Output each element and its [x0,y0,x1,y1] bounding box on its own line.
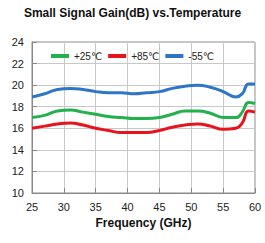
svg-text:18: 18 [12,101,24,113]
svg-text:45: 45 [153,201,165,213]
svg-text:10: 10 [12,187,24,199]
svg-text:+85℃: +85℃ [131,51,159,62]
svg-text:Frequency (GHz): Frequency (GHz) [95,216,191,230]
svg-text:+25℃: +25℃ [74,51,102,62]
svg-text:30: 30 [58,201,70,213]
svg-text:-55℃: -55℃ [188,51,214,62]
svg-text:50: 50 [185,201,197,213]
svg-text:20: 20 [12,79,24,91]
svg-text:14: 14 [12,144,24,156]
svg-text:16: 16 [12,122,24,134]
svg-text:55: 55 [217,201,229,213]
svg-text:60: 60 [249,201,261,213]
svg-text:25: 25 [26,201,38,213]
svg-text:22: 22 [12,58,24,70]
svg-text:40: 40 [121,201,133,213]
svg-text:12: 12 [12,165,24,177]
svg-text:24: 24 [12,36,24,48]
svg-text:Small Signal Gain(dB) vs.Tempe: Small Signal Gain(dB) vs.Temperature [24,6,241,20]
svg-text:35: 35 [90,201,102,213]
